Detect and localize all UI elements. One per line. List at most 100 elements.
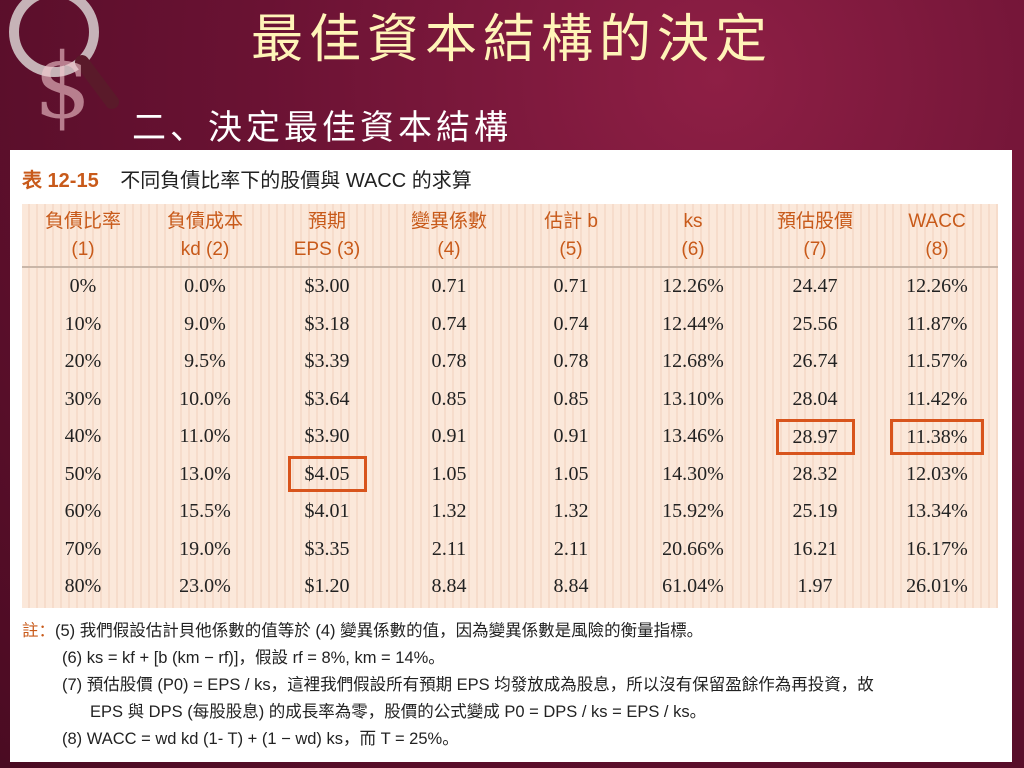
table-row: 70% 19.0% $3.35 2.11 2.11 20.66% 16.21 16.17% <box>22 531 998 569</box>
table-cell: $3.00 <box>266 275 388 298</box>
column-header: 變異係數 (4) <box>388 204 510 266</box>
table-cell: 12.03% <box>876 463 998 486</box>
table-caption-text: 不同負債比率下的股價與 WACC 的求算 <box>120 170 472 192</box>
table-cell: 30% <box>22 388 144 411</box>
cell-value: 1.32 <box>431 500 467 523</box>
table-cell: 1.32 <box>510 500 632 523</box>
cell-value: 12.03% <box>906 462 968 485</box>
table-cell: 10.0% <box>144 388 266 411</box>
table-cell: 0.0% <box>144 275 266 298</box>
table-cell: 23.0% <box>144 575 266 598</box>
table-cell: 26.74 <box>754 350 876 373</box>
table-cell: 11.57% <box>876 350 998 373</box>
table-cell: 14.30% <box>632 463 754 486</box>
cell-value: 26.01% <box>906 575 968 598</box>
cell-value: 1.97 <box>797 575 833 598</box>
cell-value: 12.44% <box>662 312 724 335</box>
table-cell: 0% <box>22 275 144 298</box>
table-header: 負債比率 (1) 負債成本 kd (2) 預期 EPS (3) 變異係數 (4) 估計 b (5)… <box>22 204 998 268</box>
cell-value: 0.85 <box>431 387 467 410</box>
table-row: 10% 9.0% $3.18 0.74 0.74 12.44% 25.56 11.87% <box>22 306 998 344</box>
cell-value: 2.11 <box>553 537 589 560</box>
table-cell: 16.17% <box>876 538 998 561</box>
cell-value: 28.04 <box>792 387 838 410</box>
column-header-title: ks <box>683 211 703 232</box>
table-cell: 20.66% <box>632 538 754 561</box>
table-cell: 9.5% <box>144 350 266 373</box>
table-cell: 0.85 <box>510 388 632 411</box>
cell-value: 40% <box>64 425 102 448</box>
cell-value: 0.91 <box>553 425 589 448</box>
column-header-title: WACC <box>908 211 966 232</box>
column-header-title: 預估股價 <box>776 211 853 232</box>
cell-value: 12.26% <box>906 275 968 298</box>
table-cell: 61.04% <box>632 575 754 598</box>
table-cell: 0.78 <box>388 350 510 373</box>
cell-value: 16.17% <box>906 537 968 560</box>
cell-value: 9.0% <box>184 312 226 335</box>
table-cell: 11.0% <box>144 425 266 448</box>
cell-value: $3.00 <box>304 275 350 298</box>
table-cell: 12.68% <box>632 350 754 373</box>
table-cell: 0.74 <box>388 313 510 336</box>
table-cell: $3.64 <box>266 388 388 411</box>
table-cell: 2.11 <box>388 538 510 561</box>
cell-value: 15.92% <box>662 500 724 523</box>
cell-value: 8.84 <box>431 575 467 598</box>
table-cell: 11.42% <box>876 388 998 411</box>
cell-value: 61.04% <box>662 575 724 598</box>
cell-value: 11.42% <box>906 387 968 410</box>
table-cell: $3.18 <box>266 313 388 336</box>
column-header: WACC (8) <box>876 204 998 266</box>
cell-value: $3.35 <box>304 537 350 560</box>
cell-value: 14.30% <box>662 462 724 485</box>
table-cell: $3.39 <box>266 350 388 373</box>
cell-value: 0.91 <box>431 425 467 448</box>
column-header-title: 估計 b <box>544 211 598 232</box>
table-caption: 表 12-15 不同負債比率下的股價與 WACC 的求算 <box>22 164 472 193</box>
cell-value: 15.5% <box>179 500 231 523</box>
cell-value: 20.66% <box>662 537 724 560</box>
column-header-title: 負債比率 <box>44 211 121 232</box>
column-header-number: (6) <box>681 239 705 260</box>
cell-value: 11.57% <box>906 350 968 373</box>
table-cell: 13.0% <box>144 463 266 486</box>
table-row: 30% 10.0% $3.64 0.85 0.85 13.10% 28.04 11.42% <box>22 381 998 419</box>
slide-title: 最佳資本結構的決定 <box>250 10 773 70</box>
note-5-text: (5) 我們假設估計貝他係數的值等於 (4) 變異係數的值，因為變異係數是風險的… <box>55 622 704 640</box>
cell-value: 13.10% <box>662 387 724 410</box>
table-cell: 15.92% <box>632 500 754 523</box>
column-header: ks (6) <box>632 204 754 266</box>
table-caption-number: 表 12-15 <box>22 170 99 192</box>
table-row: 20% 9.5% $3.39 0.78 0.78 12.68% 26.74 11.57% <box>22 343 998 381</box>
table-row: 40% 11.0% $3.90 0.91 0.91 13.46% 28.97 11.38% <box>22 418 998 456</box>
table-cell: 0.71 <box>510 275 632 298</box>
cell-value: 1.05 <box>553 462 589 485</box>
column-header-number: (5) <box>559 239 583 260</box>
cell-value: 50% <box>64 462 102 485</box>
cell-value: 60% <box>64 500 102 523</box>
table-cell: 9.0% <box>144 313 266 336</box>
table-cell: $4.01 <box>266 500 388 523</box>
cell-value: 1.05 <box>431 462 467 485</box>
table-row: 0% 0.0% $3.00 0.71 0.71 12.26% 24.47 12.26% <box>22 268 998 306</box>
svg-text:$: $ <box>34 34 91 132</box>
table-row: 50% 13.0% $4.05 1.05 1.05 14.30% 28.32 12.03% <box>22 456 998 494</box>
note-7b: EPS 與 DPS (每股股息) 的成長率為零，股價的公式變成 P0 = DPS… <box>90 703 707 721</box>
column-header-number: (1) <box>71 239 95 260</box>
column-header-number: EPS (3) <box>293 239 361 260</box>
column-header: 預期 EPS (3) <box>266 204 388 266</box>
cell-value: 25.56 <box>792 312 838 335</box>
table-cell: 0.91 <box>510 425 632 448</box>
cell-value: 24.47 <box>792 275 838 298</box>
table-cell: 25.56 <box>754 313 876 336</box>
table-cell: 0.78 <box>510 350 632 373</box>
note-8: (8) WACC = wd kd (1- T) + (1 − wd) ks，而 … <box>62 730 459 748</box>
cell-value: 0.71 <box>553 275 589 298</box>
cell-value: 26.74 <box>792 350 838 373</box>
table-row: 80% 23.0% $1.20 8.84 8.84 61.04% 1.97 26.01% <box>22 568 998 606</box>
cell-value: 12.26% <box>662 275 724 298</box>
table-cell: 80% <box>22 575 144 598</box>
cell-value: 0% <box>69 275 97 298</box>
cell-value: 0.0% <box>184 275 226 298</box>
